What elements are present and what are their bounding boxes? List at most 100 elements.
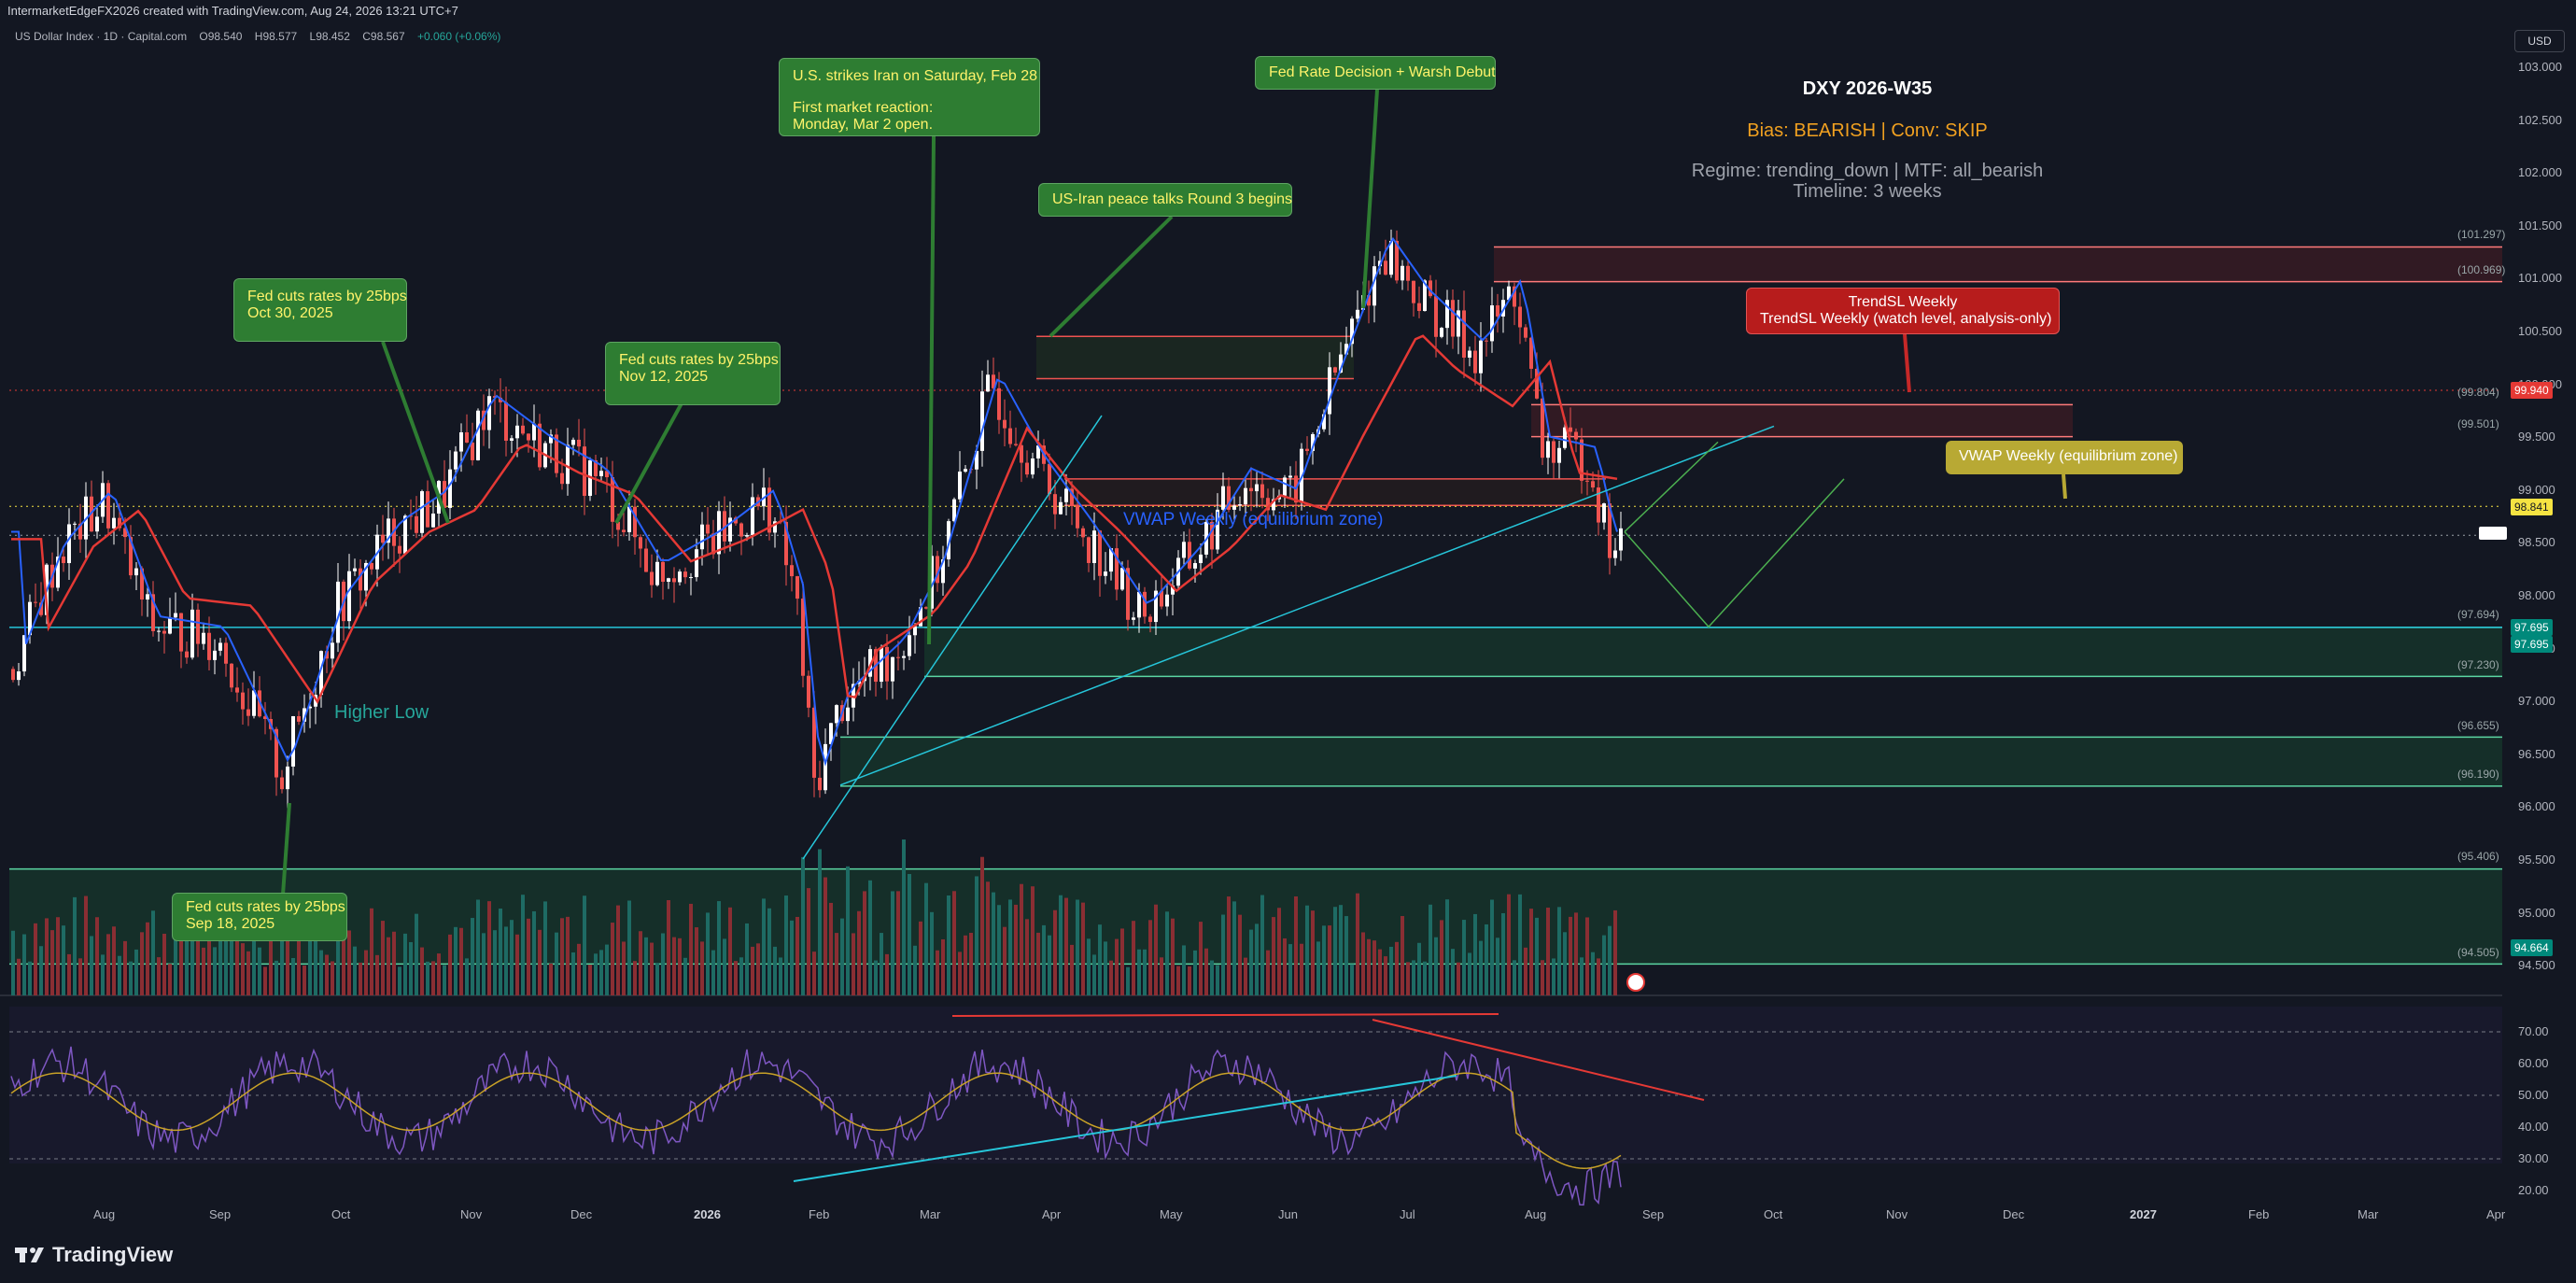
annotation-vwap-weekly[interactable]: VWAP Weekly (equilibrium zone)	[1946, 441, 2183, 474]
volume-bar	[706, 912, 710, 995]
symbol-name[interactable]: US Dollar Index · 1D · Capital.com	[15, 30, 188, 43]
candle-body	[471, 442, 474, 460]
price-tick: 95.500	[2518, 853, 2555, 867]
candle-body	[1445, 300, 1449, 329]
volume-bar	[1451, 949, 1455, 995]
candle-body	[521, 425, 525, 434]
candle-body	[1260, 484, 1264, 499]
volume-bar	[1244, 957, 1247, 995]
volume-bar	[1176, 966, 1180, 995]
time-tick: Feb	[2248, 1207, 2270, 1221]
candle-body	[835, 705, 838, 724]
volume-bar	[868, 880, 872, 995]
candle-body	[224, 642, 228, 664]
candle-body	[1109, 548, 1113, 572]
volume-bar	[297, 900, 301, 995]
volume-bar	[745, 923, 749, 995]
volume-bar	[1048, 935, 1051, 995]
volume-bar	[975, 876, 978, 995]
volume-bar	[1266, 950, 1270, 995]
volume-bar	[392, 931, 396, 995]
candle-body	[1025, 462, 1029, 475]
candle-body	[1120, 568, 1124, 590]
annotation-peace-talks[interactable]: US-Iran peace talks Round 3 begins	[1038, 183, 1292, 217]
candle-body	[1020, 444, 1023, 463]
price-tick: 101.000	[2518, 271, 2562, 286]
volume-bar	[1014, 904, 1018, 995]
annotation-text: TrendSL Weekly	[1848, 294, 1958, 310]
open-value: O98.540	[199, 30, 243, 43]
volume-bar	[162, 933, 166, 995]
credit-text: IntermarketEdgeFX2026 created with Tradi…	[7, 4, 458, 18]
volume-bar	[1513, 960, 1516, 995]
volume-bar	[599, 950, 603, 995]
volume-bar	[739, 957, 743, 995]
high-value: H98.577	[254, 30, 298, 43]
volume-bar	[549, 963, 553, 995]
volume-bar	[487, 901, 491, 995]
volume-bar	[1585, 917, 1589, 995]
time-tick: Sep	[209, 1207, 232, 1221]
annotation-iran-strike[interactable]: U.S. strikes Iran on Saturday, Feb 28 Fi…	[779, 58, 1040, 136]
price-tick: 99.000	[2518, 482, 2555, 497]
candle-body	[1580, 439, 1584, 481]
volume-bar	[1154, 904, 1158, 995]
time-tick: Aug	[1525, 1207, 1547, 1221]
volume-bar	[67, 953, 71, 995]
candle-body	[1451, 300, 1455, 337]
price-tick: 100.500	[2518, 324, 2562, 338]
rsi-divergence	[951, 1013, 1499, 1017]
annotation-fed-sep[interactable]: Fed cuts rates by 25bps Sep 18, 2025	[172, 893, 347, 941]
candle-body	[1053, 494, 1057, 515]
volume-bar	[1204, 948, 1208, 995]
volume-bar	[258, 947, 261, 995]
annotation-fed-oct[interactable]: Fed cuts rates by 25bps Oct 30, 2025	[233, 278, 407, 342]
tradingview-brand[interactable]: TradingView	[15, 1243, 173, 1267]
rsi-pane	[9, 1007, 2502, 1163]
candle-body	[980, 391, 984, 451]
annotation-trendsl[interactable]: TrendSL Weekly TrendSL Weekly (watch lev…	[1746, 288, 2060, 334]
candle-body	[1507, 286, 1511, 301]
annotation-fed-nov[interactable]: Fed cuts rates by 25bps Nov 12, 2025	[605, 342, 781, 405]
candle-body	[286, 766, 289, 790]
volume-bar	[835, 933, 838, 995]
candle-body	[706, 524, 710, 534]
annotation-fed-warsh[interactable]: Fed Rate Decision + Warsh Debut	[1255, 56, 1496, 90]
volume-bar	[1485, 923, 1488, 995]
volume-bar	[471, 918, 474, 995]
volume-bar	[577, 943, 581, 995]
volume-bar	[174, 916, 177, 995]
volume-bar	[627, 900, 631, 995]
price-chart[interactable]	[0, 21, 2576, 1236]
currency-button[interactable]: USD	[2514, 30, 2565, 52]
candle-body	[39, 602, 43, 615]
volume-bar	[930, 911, 934, 995]
volume-bar	[992, 892, 995, 995]
volume-bar	[795, 916, 799, 995]
volume-bar	[1395, 941, 1399, 995]
candle-body	[941, 559, 945, 584]
volume-bar	[1490, 899, 1494, 995]
zone-label: (96.190)	[2457, 768, 2499, 781]
candle-body	[325, 651, 329, 659]
candle-body	[387, 518, 390, 543]
volume-bar	[1384, 956, 1387, 995]
volume-bar	[499, 909, 502, 995]
volume-bar	[997, 905, 1001, 995]
volume-bar	[1036, 932, 1040, 995]
volume-bar	[493, 930, 497, 995]
candle-body	[622, 529, 626, 532]
volume-bar	[101, 954, 105, 995]
volume-bar	[1288, 944, 1292, 995]
candle-body	[1008, 428, 1012, 444]
candle-body	[1457, 310, 1460, 337]
candle-body	[829, 723, 833, 744]
candle-body	[1115, 548, 1119, 590]
volume-bar	[1468, 952, 1471, 995]
candle-body	[190, 609, 194, 658]
candle-body	[415, 515, 418, 533]
volume-bar	[1109, 960, 1113, 995]
volume-bar	[1602, 935, 1606, 995]
price-badge: 94.664	[2511, 939, 2553, 956]
volume-bar	[521, 895, 525, 995]
